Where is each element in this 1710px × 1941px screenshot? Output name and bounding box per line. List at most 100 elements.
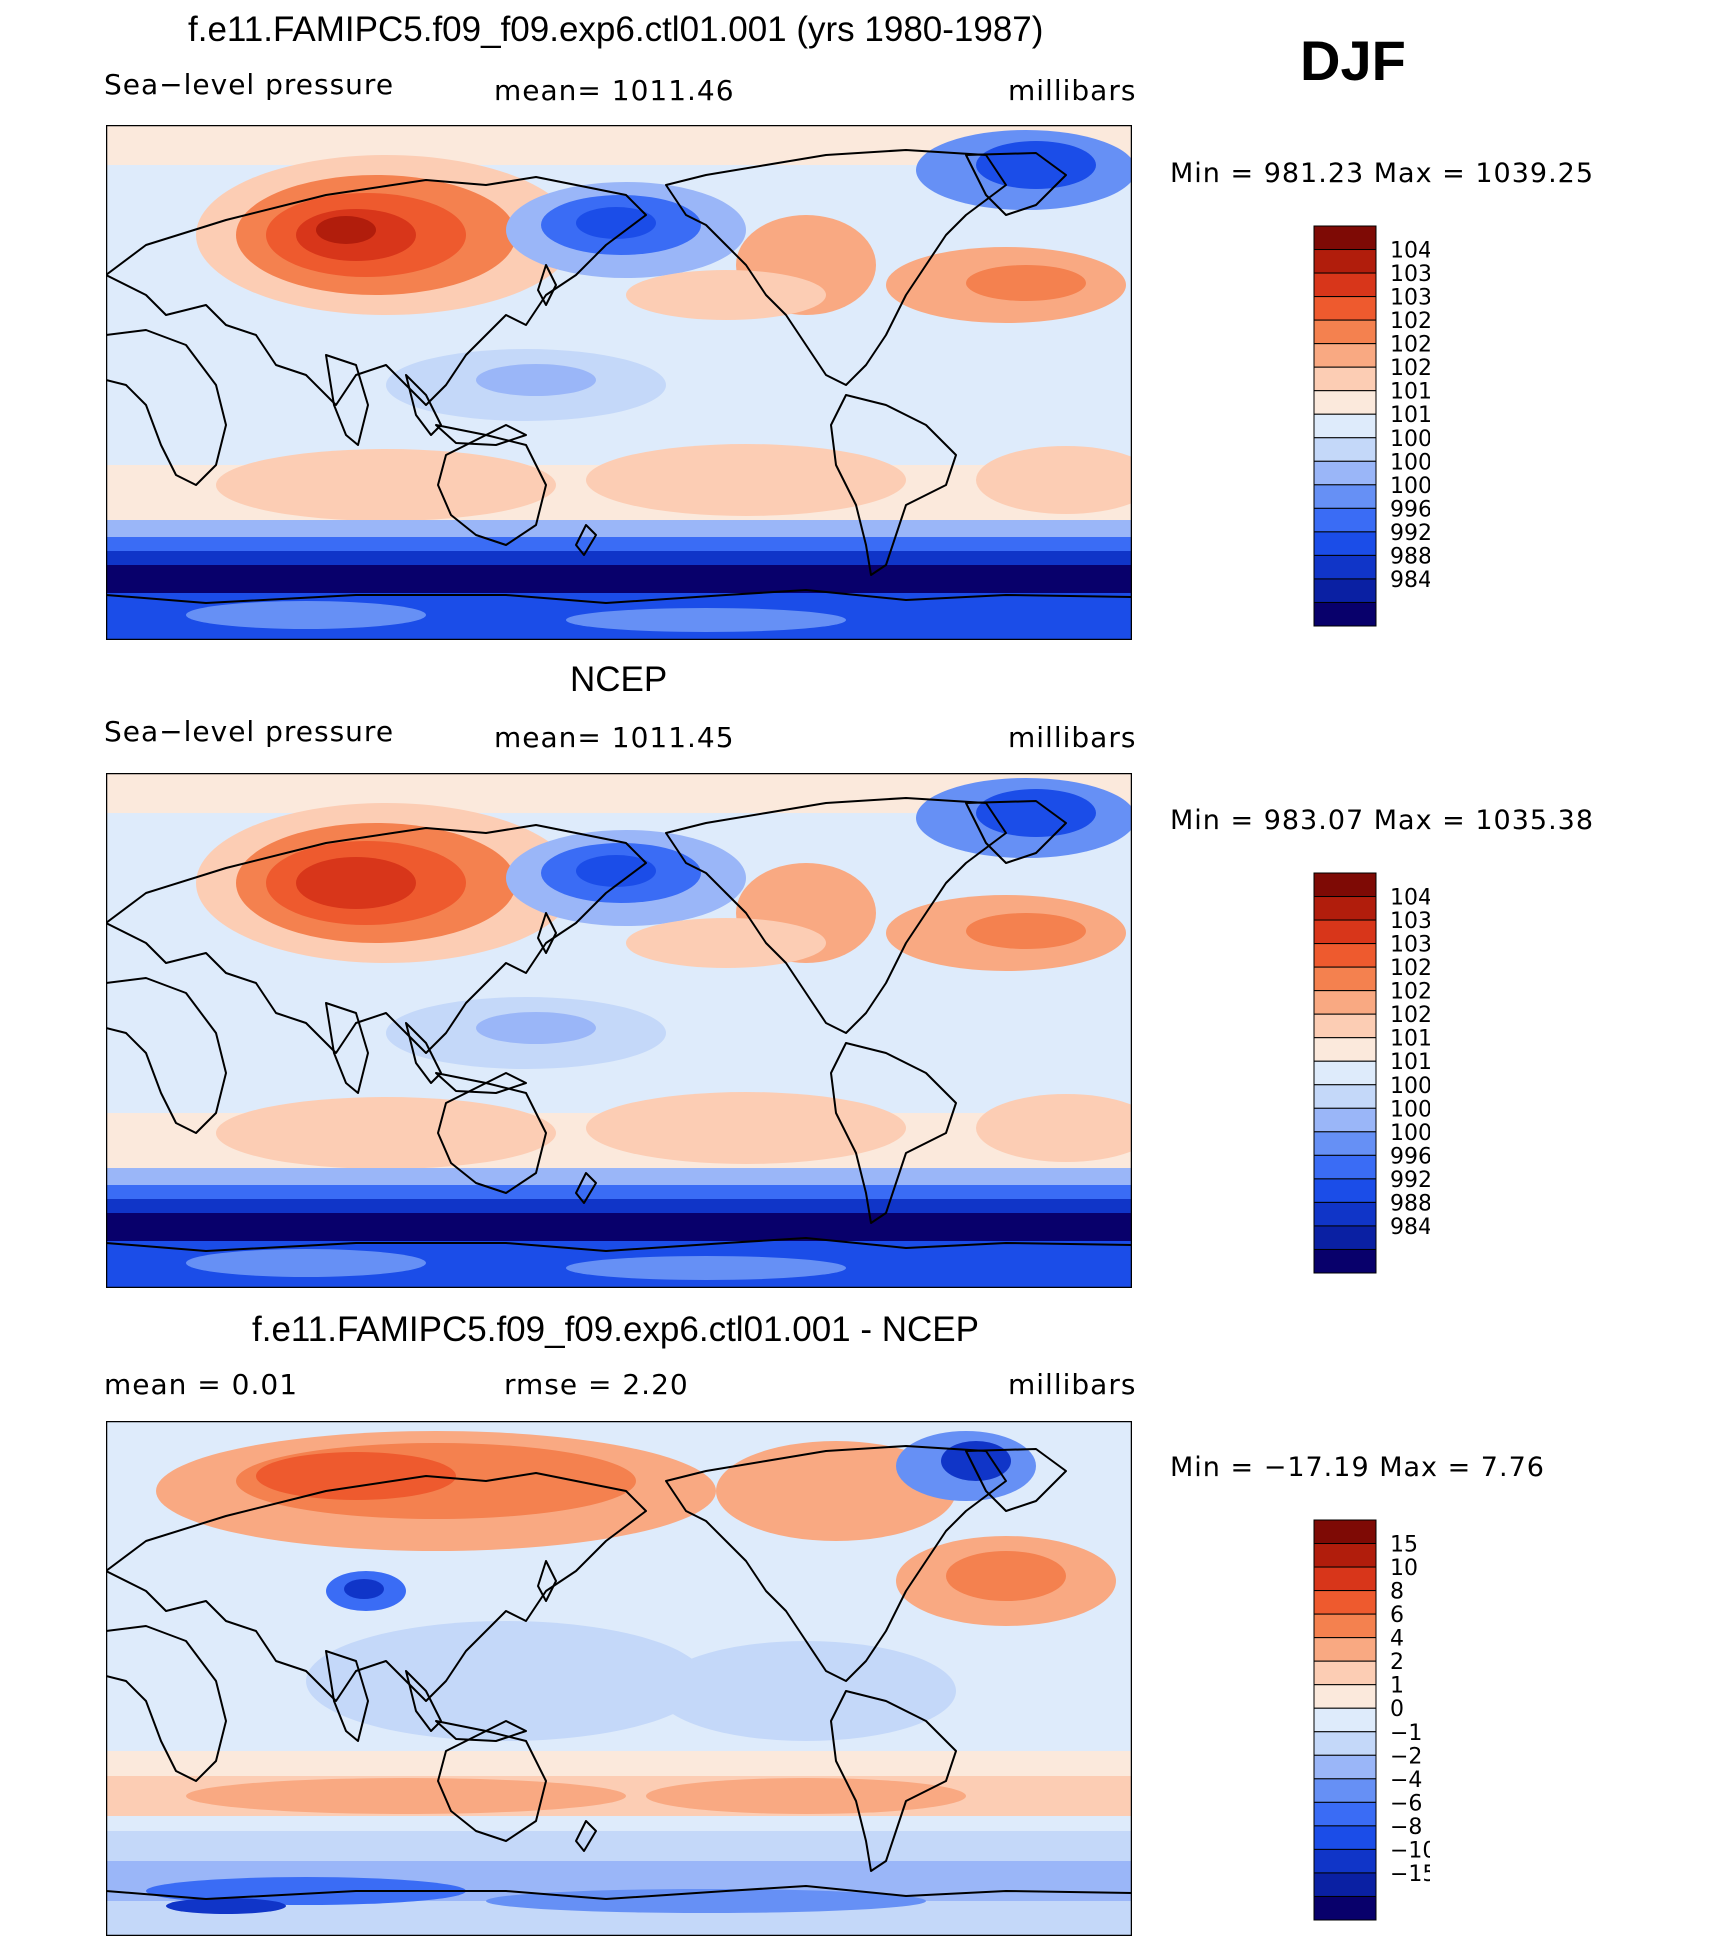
contour-region <box>941 1441 1011 1481</box>
coastline <box>106 329 227 486</box>
colorbar-tick-label: 1032 <box>1390 933 1430 958</box>
colorbar-swatch <box>1313 1613 1377 1639</box>
coastline <box>106 176 647 406</box>
panel-3-title: f.e11.FAMIPC5.f09_f09.exp6.ctl01.001 - N… <box>252 1310 979 1349</box>
colorbar-tick-label: 1024 <box>1390 333 1430 358</box>
colorbar-tick-label: 1016 <box>1390 380 1430 405</box>
colorbar-swatch <box>1313 966 1377 992</box>
contour-region <box>486 1889 926 1913</box>
south-pacific-high <box>586 1092 906 1164</box>
panel-1-left-label: Sea−level pressure <box>104 68 395 101</box>
colorbar-swatch <box>1313 578 1377 603</box>
colorbar-swatch <box>1313 1895 1377 1921</box>
colorbar-tick-label: 988 <box>1390 544 1430 569</box>
colorbar-tick-label: −8 <box>1390 1815 1422 1840</box>
colorbar-swatch <box>1313 990 1377 1015</box>
coastline <box>830 1042 957 1224</box>
colorbar-tick-label: 984 <box>1390 568 1430 593</box>
coastline <box>437 1082 547 1194</box>
contour-region <box>656 1641 956 1741</box>
colorbar-swatch <box>1313 249 1377 274</box>
colorbar-tick-label: 996 <box>1390 1144 1430 1169</box>
panel-2-left-label: Sea−level pressure <box>104 715 395 748</box>
colorbar-tick-label: 1036 <box>1390 262 1430 287</box>
contour-band <box>106 551 1132 567</box>
colorbar-swatch <box>1313 1637 1377 1662</box>
colorbar-tick-label: 4 <box>1390 1627 1404 1652</box>
contour-band <box>106 537 1132 553</box>
contour-region <box>186 1249 426 1277</box>
contour-region <box>186 1778 626 1814</box>
panel-2-center-label: mean= 1011.45 <box>494 721 735 754</box>
colorbar-tick-label: 1000 <box>1390 1121 1430 1146</box>
coastline <box>965 1448 1067 1512</box>
panel-1-map <box>106 125 1132 640</box>
coastline <box>437 434 547 546</box>
colorbar-swatch <box>1313 601 1377 627</box>
coastline <box>325 1002 369 1094</box>
colorbar-tick-label: 1012 <box>1390 1050 1430 1075</box>
map-frame <box>106 1421 1132 1936</box>
coastline <box>575 1172 597 1204</box>
contour-region <box>576 855 656 887</box>
contour-region <box>646 1778 966 1814</box>
colorbar-tick-label: 996 <box>1390 497 1430 522</box>
contour-region <box>476 364 596 396</box>
contour-band <box>106 520 1132 540</box>
panel-2-right-label: millibars <box>1008 721 1137 754</box>
panel-2-minmax: Min = 983.07 Max = 1035.38 <box>1170 805 1595 836</box>
colorbar-swatch <box>1313 872 1377 898</box>
contour-band <box>106 1199 1132 1215</box>
colorbar-swatch <box>1313 1660 1377 1686</box>
colorbar-tick-label: 1020 <box>1390 356 1430 381</box>
colorbar-swatch <box>1313 507 1377 533</box>
colorbar-tick-label: 1004 <box>1390 450 1430 475</box>
colorbar-swatch <box>1313 1131 1377 1156</box>
colorbar-swatch <box>1313 296 1377 321</box>
coastline <box>106 1472 647 1702</box>
colorbar-tick-label: −4 <box>1390 1768 1422 1793</box>
colorbar-swatch <box>1313 1684 1377 1709</box>
panel-1-right-label: millibars <box>1008 74 1137 107</box>
panel-1-minmax: Min = 981.23 Max = 1039.25 <box>1170 158 1595 189</box>
colorbar-swatch <box>1313 896 1377 921</box>
panel-2-title: NCEP <box>570 660 668 699</box>
colorbar-tick-label: 15 <box>1390 1533 1418 1558</box>
map-frame <box>106 125 1132 640</box>
coastline <box>537 912 557 954</box>
panel-2-map <box>106 773 1132 1288</box>
contour-region <box>976 789 1096 837</box>
south-atlantic-high <box>976 446 1132 514</box>
south-pacific-high <box>586 444 906 516</box>
colorbar-swatch <box>1313 1778 1377 1803</box>
coastline <box>106 977 227 1134</box>
panel-3-left-label: mean = 0.01 <box>104 1368 299 1401</box>
colorbar-swatch <box>1313 484 1377 509</box>
panel-2-colorbar: 1040103610321028102410201016101210081004… <box>1313 872 1430 1274</box>
colorbar-swatch <box>1313 1801 1377 1827</box>
colorbar-swatch <box>1313 1248 1377 1274</box>
colorbar-tick-label: 1000 <box>1390 474 1430 499</box>
colorbar-swatch <box>1313 1707 1377 1733</box>
colorbar-swatch <box>1313 1566 1377 1592</box>
southern-ocean-low <box>106 1213 1132 1243</box>
colorbar-swatch <box>1313 1825 1377 1850</box>
colorbar-swatch <box>1313 1154 1377 1180</box>
colorbar-tick-label: 1024 <box>1390 980 1430 1005</box>
colorbar-tick-label: 1008 <box>1390 1074 1430 1099</box>
colorbar-swatch <box>1313 1037 1377 1062</box>
coastline <box>830 1690 957 1872</box>
panel-1-center-label: mean= 1011.46 <box>494 74 735 107</box>
colorbar-tick-label: 984 <box>1390 1215 1430 1240</box>
colorbar-tick-label: −10 <box>1390 1838 1430 1863</box>
coastline <box>437 1730 547 1842</box>
colorbar-swatch <box>1313 531 1377 556</box>
colorbar-swatch <box>1313 390 1377 415</box>
colorbar-swatch <box>1313 1731 1377 1756</box>
south-atlantic-high <box>976 1094 1132 1162</box>
colorbar-swatch <box>1313 272 1377 298</box>
colorbar-tick-label: 1036 <box>1390 909 1430 934</box>
coastline <box>665 1445 1007 1682</box>
colorbar-swatch <box>1313 1590 1377 1615</box>
